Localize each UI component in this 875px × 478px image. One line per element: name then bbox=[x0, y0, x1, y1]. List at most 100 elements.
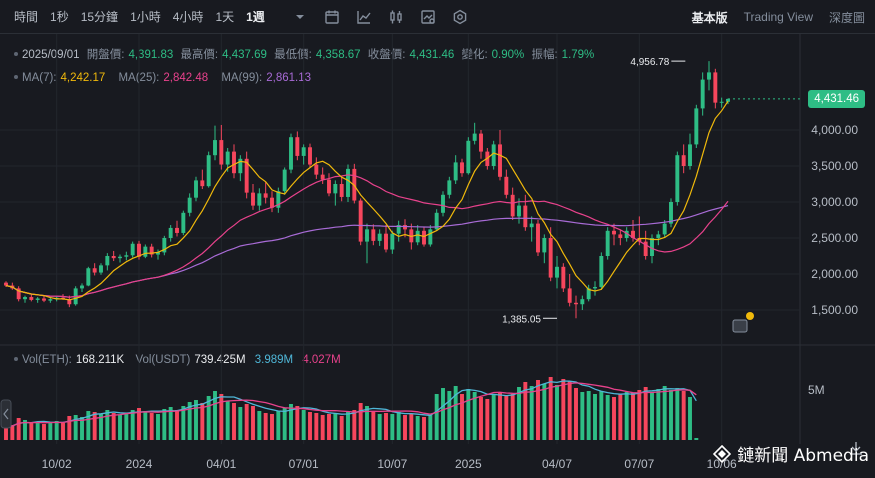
y-tick-label: 3,500.00 bbox=[811, 159, 858, 173]
volume-bar bbox=[536, 380, 540, 440]
interval-1w[interactable]: 1週 bbox=[246, 10, 265, 24]
volume-bar bbox=[162, 409, 167, 440]
volume-bar bbox=[276, 411, 281, 440]
volume-bar bbox=[320, 415, 325, 440]
candle-body bbox=[213, 140, 217, 156]
volume-bar bbox=[593, 394, 597, 440]
indicator-settings-icon[interactable] bbox=[419, 8, 437, 26]
close-value: 4,431.46 bbox=[409, 49, 455, 61]
vol-eth-label: Vol(ETH): bbox=[22, 354, 72, 366]
interval-1s[interactable]: 1秒 bbox=[50, 10, 69, 24]
volume-bar bbox=[548, 377, 553, 440]
candle-body bbox=[301, 147, 306, 156]
volume-bar bbox=[105, 410, 110, 440]
volume-bar bbox=[586, 391, 591, 440]
candle-body bbox=[441, 194, 445, 213]
volume-bar bbox=[282, 408, 287, 440]
y-tick-label: 2,500.00 bbox=[811, 231, 858, 245]
candlestick-icon[interactable] bbox=[387, 8, 405, 26]
event-marker-icon bbox=[732, 312, 754, 333]
view-basic[interactable]: 基本版 bbox=[691, 10, 728, 25]
candle-body bbox=[48, 299, 53, 301]
volume-bar bbox=[510, 394, 515, 440]
candle-date: 2025/09/01 bbox=[22, 49, 80, 61]
volume-bar bbox=[618, 394, 623, 440]
volume-bar bbox=[605, 395, 610, 440]
volume-bar bbox=[251, 406, 255, 440]
volume-bar bbox=[643, 387, 648, 440]
volume-bar bbox=[498, 392, 502, 440]
volume-bar bbox=[599, 391, 604, 440]
amplitude-label: 振幅: bbox=[531, 49, 558, 61]
volume-bar bbox=[650, 392, 654, 440]
candle-body bbox=[707, 72, 711, 80]
candle-body bbox=[80, 285, 84, 289]
interval-selector: 時間 1秒 15分鐘 1小時 4小時 1天 1週 bbox=[14, 8, 277, 25]
low-label: 最低價: bbox=[274, 49, 312, 61]
volume-bar bbox=[466, 389, 471, 440]
calendar-icon[interactable] bbox=[323, 8, 341, 26]
interval-1h[interactable]: 1小時 bbox=[130, 10, 161, 24]
volume-bar bbox=[422, 417, 426, 440]
volume-bar bbox=[561, 379, 566, 440]
volume-bar bbox=[156, 414, 160, 440]
high-value: 4,437.69 bbox=[222, 49, 267, 61]
candle-body bbox=[605, 230, 610, 256]
candle-body bbox=[688, 144, 692, 166]
volume-bar bbox=[308, 412, 312, 440]
volume-bar bbox=[358, 403, 363, 440]
candle-body bbox=[181, 212, 186, 233]
vol-eth-value: 168.211K bbox=[75, 354, 125, 366]
volume-bar bbox=[194, 400, 198, 440]
volume-bar bbox=[327, 414, 331, 440]
candle-body bbox=[561, 266, 566, 289]
volume-bar bbox=[675, 388, 680, 440]
interval-dropdown-icon[interactable] bbox=[291, 8, 309, 26]
volume-bar bbox=[143, 411, 148, 440]
candle-body bbox=[479, 133, 483, 152]
view-depth[interactable]: 深度圖 bbox=[828, 10, 865, 25]
volume-bar bbox=[270, 414, 274, 440]
candle-body bbox=[529, 223, 534, 228]
volume-bar bbox=[149, 413, 154, 440]
candle-body bbox=[137, 243, 141, 257]
vol-usdt-value: 739.425M bbox=[194, 354, 246, 366]
candle-body bbox=[282, 169, 287, 192]
interval-1d[interactable]: 1天 bbox=[215, 10, 235, 24]
settings-icon[interactable] bbox=[451, 8, 469, 26]
candle-body bbox=[4, 282, 8, 286]
volume-bar bbox=[232, 403, 236, 440]
candle-body bbox=[700, 79, 705, 109]
line-chart-icon[interactable] bbox=[355, 8, 373, 26]
x-tick-label: 10/06 bbox=[707, 457, 737, 471]
candle-body bbox=[618, 234, 623, 238]
volume-bar bbox=[434, 394, 439, 440]
volume-bar bbox=[409, 414, 414, 440]
price-chart[interactable]: 1,500.00 2,000.00 2,500.00 3,000.00 3,500.00… bbox=[0, 34, 875, 478]
candle-body bbox=[263, 193, 268, 198]
volume-bar bbox=[263, 413, 268, 440]
candle-body bbox=[251, 192, 255, 206]
watermark: 鏈新聞 Abmedia bbox=[713, 441, 869, 466]
candle-body bbox=[726, 98, 730, 102]
y-tick-label: 4,000.00 bbox=[811, 123, 858, 137]
low-value: 4,358.67 bbox=[315, 49, 361, 61]
interval-15m[interactable]: 15分鐘 bbox=[80, 10, 119, 24]
candle-body bbox=[447, 180, 452, 195]
candle-body bbox=[16, 288, 21, 300]
interval-4h[interactable]: 4小時 bbox=[172, 10, 204, 24]
x-tick-label: 07/01 bbox=[289, 457, 319, 471]
volume-bar bbox=[339, 416, 344, 440]
view-tradingview[interactable]: Trading View bbox=[743, 10, 813, 24]
candle-body bbox=[403, 225, 407, 230]
volume-bar bbox=[656, 389, 661, 440]
volume-bar bbox=[384, 413, 388, 440]
volume-bar bbox=[118, 415, 122, 440]
volume-bar bbox=[111, 413, 116, 440]
candle-body bbox=[162, 238, 167, 253]
candle-body bbox=[631, 230, 635, 238]
candle-body bbox=[504, 176, 509, 195]
interval-time[interactable]: 時間 bbox=[14, 10, 39, 24]
vol-ma1-line bbox=[5, 380, 697, 428]
candle-body bbox=[555, 266, 559, 278]
